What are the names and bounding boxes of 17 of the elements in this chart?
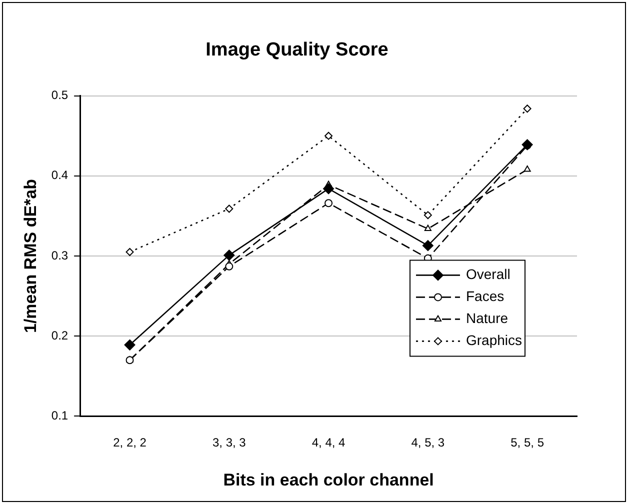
y-tick-label: 0.1 [51,408,68,423]
x-tick-label: 5, 5, 5 [510,436,544,450]
x-tick-label: 2, 2, 2 [113,436,147,450]
legend-label: Graphics [466,332,522,348]
y-tick-label: 0.2 [51,328,68,342]
y-tick-label: 0.4 [51,168,68,182]
chart-title: Image Quality Score [206,40,388,61]
legend-label: Nature [466,310,508,326]
x-tick-label: 4, 5, 3 [411,436,445,450]
legend-label: Overall [466,266,510,282]
x-axis-title: Bits in each color channel [223,470,434,490]
y-tick-label: 0.3 [51,248,68,262]
legend-label: Faces [466,288,504,304]
x-tick-label: 4, 4, 4 [312,436,346,450]
y-axis-title: 1/mean RMS dE*ab [20,179,40,333]
x-tick-label: 3, 3, 3 [212,436,246,450]
y-tick-label: 0.5 [51,88,68,102]
